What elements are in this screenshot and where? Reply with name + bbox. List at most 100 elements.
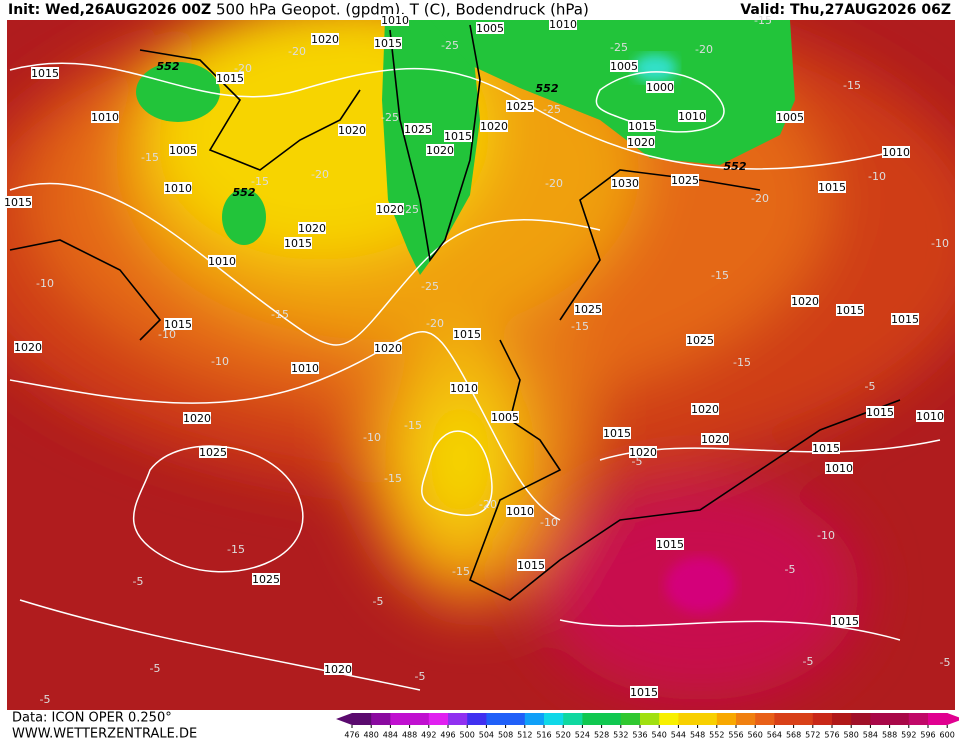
isobar-label-box	[776, 111, 804, 123]
isobar-label: 1020	[791, 295, 819, 308]
website: WWW.WETTERZENTRALE.DE	[12, 727, 197, 741]
isobar-label-box	[4, 196, 32, 208]
isobar-label: 1015	[603, 427, 631, 440]
isobar-label-box	[691, 403, 719, 415]
colorbar-tick-label: 576	[824, 731, 839, 740]
height-label: 552	[157, 60, 180, 73]
isobar-label: 1020	[627, 136, 655, 149]
isobar-label-box	[476, 22, 504, 34]
temperature-label: -25	[543, 103, 561, 116]
temperature-label: -20	[545, 177, 563, 190]
temperature-label: -10	[931, 237, 949, 250]
temperature-label: -25	[381, 111, 399, 124]
isobar-label: 1015	[216, 72, 244, 85]
colorbar-tick-label: 512	[517, 731, 532, 740]
colorbar-tick-label: 556	[728, 731, 743, 740]
colorbar-tick-label: 592	[901, 731, 916, 740]
temperature-label: -25	[610, 41, 628, 54]
isobar-label-box	[506, 100, 534, 112]
init-time: Init: Wed,26AUG2026 00Z	[8, 2, 211, 18]
isobar-label: 1015	[866, 406, 894, 419]
colorbar-segment	[448, 713, 468, 725]
temperature-label: -20	[234, 62, 252, 75]
isobar-label: 1015	[891, 313, 919, 326]
isobar-label-box	[836, 304, 864, 316]
colorbar-segment	[659, 713, 679, 725]
temperature-label: -5	[865, 380, 876, 393]
isobar-label-box	[611, 177, 639, 189]
colorbar-tick-label: 600	[940, 731, 955, 740]
isobar-label-box	[374, 37, 402, 49]
isobar-label: 1010	[381, 14, 409, 27]
temperature-label: -15	[452, 565, 470, 578]
temperature-label: -20	[479, 498, 497, 511]
isobar-label: 1010	[678, 110, 706, 123]
temperature-label: -5	[940, 656, 951, 669]
isobar-label-box	[291, 362, 319, 374]
colorbar-segment	[428, 713, 449, 725]
isobar-label-box	[480, 120, 508, 132]
map-labels: 1015 1010 1005 1010 1015 1010 1015 1020 1020 1015…	[4, 14, 950, 706]
isobar-label: 1005	[169, 144, 197, 157]
isobar-label: 1025	[506, 100, 534, 113]
isobar-label-box	[450, 382, 478, 394]
temperature-label: -5	[150, 662, 161, 675]
colorbar-tick-label: 564	[767, 731, 782, 740]
isobar-label-box	[164, 318, 192, 330]
colorbar-segment	[928, 713, 948, 725]
colorbar-segment	[793, 713, 814, 725]
temperature-label: -5	[40, 693, 51, 706]
isobar-label-box	[610, 60, 638, 72]
colorbar-segment	[544, 713, 564, 725]
isobar-label-box	[825, 462, 853, 474]
colorbar-tick-label: 540	[652, 731, 667, 740]
isobar-label-box	[549, 18, 577, 30]
temperature-label: -5	[373, 595, 384, 608]
isobar-label-box	[866, 406, 894, 418]
colorbar-tick-label: 584	[863, 731, 878, 740]
temperature-label: -15	[754, 14, 772, 27]
colorbar-tick-label: 544	[671, 731, 686, 740]
isobar-label: 1010	[825, 462, 853, 475]
colorbar-tick-label: 496	[440, 731, 455, 740]
colorbar-tick-label: 596	[920, 731, 935, 740]
colorbar-arrow-high	[947, 713, 959, 725]
isobar-label: 1010	[506, 505, 534, 518]
isobar-label: 1015	[656, 538, 684, 551]
isobar-label-box	[208, 255, 236, 267]
isobar-label-box	[812, 442, 840, 454]
colorbar-segment	[716, 713, 737, 725]
colorbar-tick-label: 524	[575, 731, 590, 740]
isobar-label: 1015	[831, 615, 859, 628]
isobar-label: 1020	[374, 342, 402, 355]
isobar-label-box	[656, 538, 684, 550]
colorbar-tick-label: 488	[402, 731, 417, 740]
isobar-label-box	[284, 237, 312, 249]
isobar-label: 1025	[404, 123, 432, 136]
colorbar-tick-label: 484	[383, 731, 398, 740]
isobar-label-box	[169, 144, 197, 156]
isobar-label-box	[882, 146, 910, 158]
isobar-label-box	[444, 130, 472, 142]
isobar-label: 1015	[836, 304, 864, 317]
temperature-label: -20	[426, 317, 444, 330]
colorbar-segment	[505, 713, 526, 725]
colorbar-segment	[908, 713, 929, 725]
isobar-label-box	[453, 328, 481, 340]
colorbar-tick-label: 568	[786, 731, 801, 740]
isobar-label-box	[311, 33, 339, 45]
isobar-label: 1015	[374, 37, 402, 50]
isobar-label: 1000	[646, 81, 674, 94]
temperature-label: -15	[404, 419, 422, 432]
isobar-label-box	[701, 433, 729, 445]
isobar-label-box	[14, 341, 42, 353]
isobar-label: 1015	[812, 442, 840, 455]
isobar-label-box	[678, 110, 706, 122]
colorbar-segment	[832, 713, 852, 725]
temperature-label: -5	[785, 563, 796, 576]
isobar-label-box	[686, 334, 714, 346]
colorbar-segment	[889, 713, 910, 725]
isobar-label: 1025	[199, 446, 227, 459]
isobar-label-box	[324, 663, 352, 675]
